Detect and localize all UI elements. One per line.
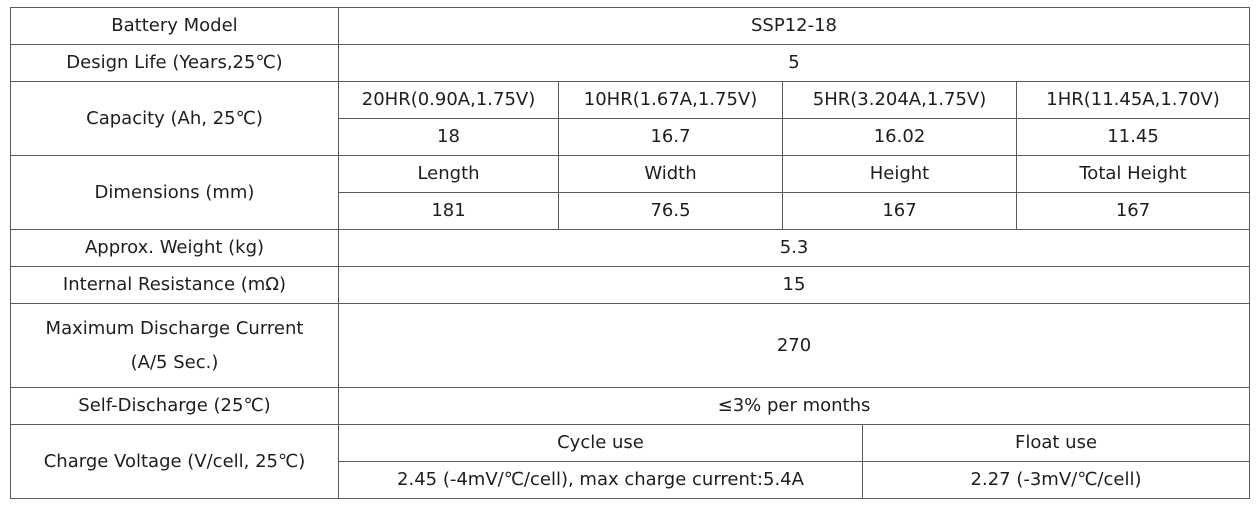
value-cell: SSP12-18 <box>337 7 1251 45</box>
spec-table: Battery Model SSP12-18 Design Life (Year… <box>10 7 1251 499</box>
row: Internal Resistance (mΩ) 15 <box>10 266 1251 304</box>
row: Maximum Discharge Current (A/5 Sec.) 270 <box>10 303 1251 388</box>
value-cell: 270 <box>337 303 1251 388</box>
row: 181 76.5 167 167 <box>11 192 1251 230</box>
value-cell: 18 <box>338 118 559 156</box>
header-cell: Float use <box>861 424 1251 462</box>
value-cell: 2.45 (-4mV/℃/cell), max charge current:5… <box>338 461 863 499</box>
header-cell: Cycle use <box>338 424 863 462</box>
row: Battery Model SSP12-18 <box>10 7 1251 45</box>
header-cell: Height <box>782 155 1017 193</box>
row: Design Life (Years,25℃) 5 <box>10 44 1251 82</box>
header-cell: 5HR(3.204A,1.75V) <box>782 81 1017 119</box>
header-cell: 1HR(11.45A,1.70V) <box>1015 81 1251 119</box>
row: Approx. Weight (kg) 5.3 <box>10 229 1251 267</box>
value-cell: 11.45 <box>1015 118 1251 156</box>
value-cell: 76.5 <box>558 192 783 230</box>
label-cell: Self-Discharge (25℃) <box>10 387 339 425</box>
row: Self-Discharge (25℃) ≤3% per months <box>10 387 1251 425</box>
value-cell: ≤3% per months <box>337 387 1251 425</box>
label-cell: Dimensions (mm) <box>10 155 339 230</box>
label-cell: Capacity (Ah, 25℃) <box>10 81 339 156</box>
row: Charge Voltage (V/cell, 25℃) Cycle use F… <box>10 424 1251 499</box>
row: 18 16.7 16.02 11.45 <box>11 118 1251 156</box>
header-cell: 20HR(0.90A,1.75V) <box>338 81 559 119</box>
header-cell: Total Height <box>1015 155 1251 193</box>
label-cell: Internal Resistance (mΩ) <box>10 266 339 304</box>
header-cell: Length <box>338 155 559 193</box>
value-cell: 167 <box>782 192 1017 230</box>
label-cell: Battery Model <box>10 7 339 45</box>
row: 2.45 (-4mV/℃/cell), max charge current:5… <box>11 461 1251 499</box>
value-cell: 5.3 <box>337 229 1251 267</box>
row: Dimensions (mm) Length Width Height Tota… <box>10 155 1251 230</box>
value-cell: 5 <box>337 44 1251 82</box>
value-cell: 15 <box>337 266 1251 304</box>
row: Capacity (Ah, 25℃) 20HR(0.90A,1.75V) 10H… <box>10 81 1251 156</box>
header-cell: Width <box>558 155 783 193</box>
value-cell: 16.02 <box>782 118 1017 156</box>
label-cell: Design Life (Years,25℃) <box>10 44 339 82</box>
value-cell: 181 <box>338 192 559 230</box>
header-cell: 10HR(1.67A,1.75V) <box>558 81 783 119</box>
label-cell: Approx. Weight (kg) <box>10 229 339 267</box>
label-cell: Charge Voltage (V/cell, 25℃) <box>10 424 339 499</box>
label-cell: Maximum Discharge Current (A/5 Sec.) <box>10 303 339 388</box>
value-cell: 16.7 <box>558 118 783 156</box>
value-cell: 2.27 (-3mV/℃/cell) <box>861 461 1251 499</box>
value-cell: 167 <box>1015 192 1251 230</box>
